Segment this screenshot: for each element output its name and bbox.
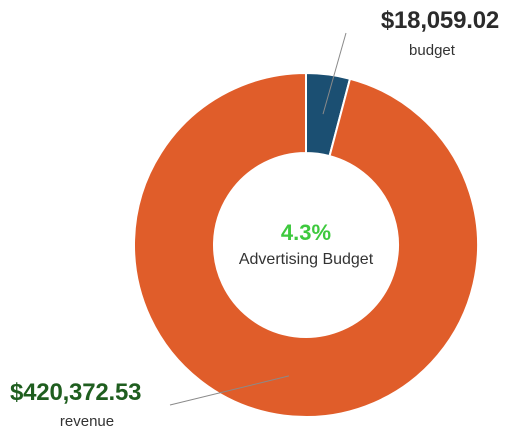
revenue-value-label: $420,372.53 [10,379,141,406]
leader-lines-layer [169,32,347,406]
leader-line-revenue [169,375,290,406]
slice-revenue [133,71,479,418]
center-percent-label: 4.3% [281,220,331,245]
leader-line-budget [322,32,347,115]
slices-layer [133,71,479,418]
budget-category-label: budget [409,42,456,59]
center-caption-label: Advertising Budget [239,251,374,268]
revenue-category-label: revenue [60,413,114,430]
budget-value-label: $18,059.02 [381,7,499,34]
